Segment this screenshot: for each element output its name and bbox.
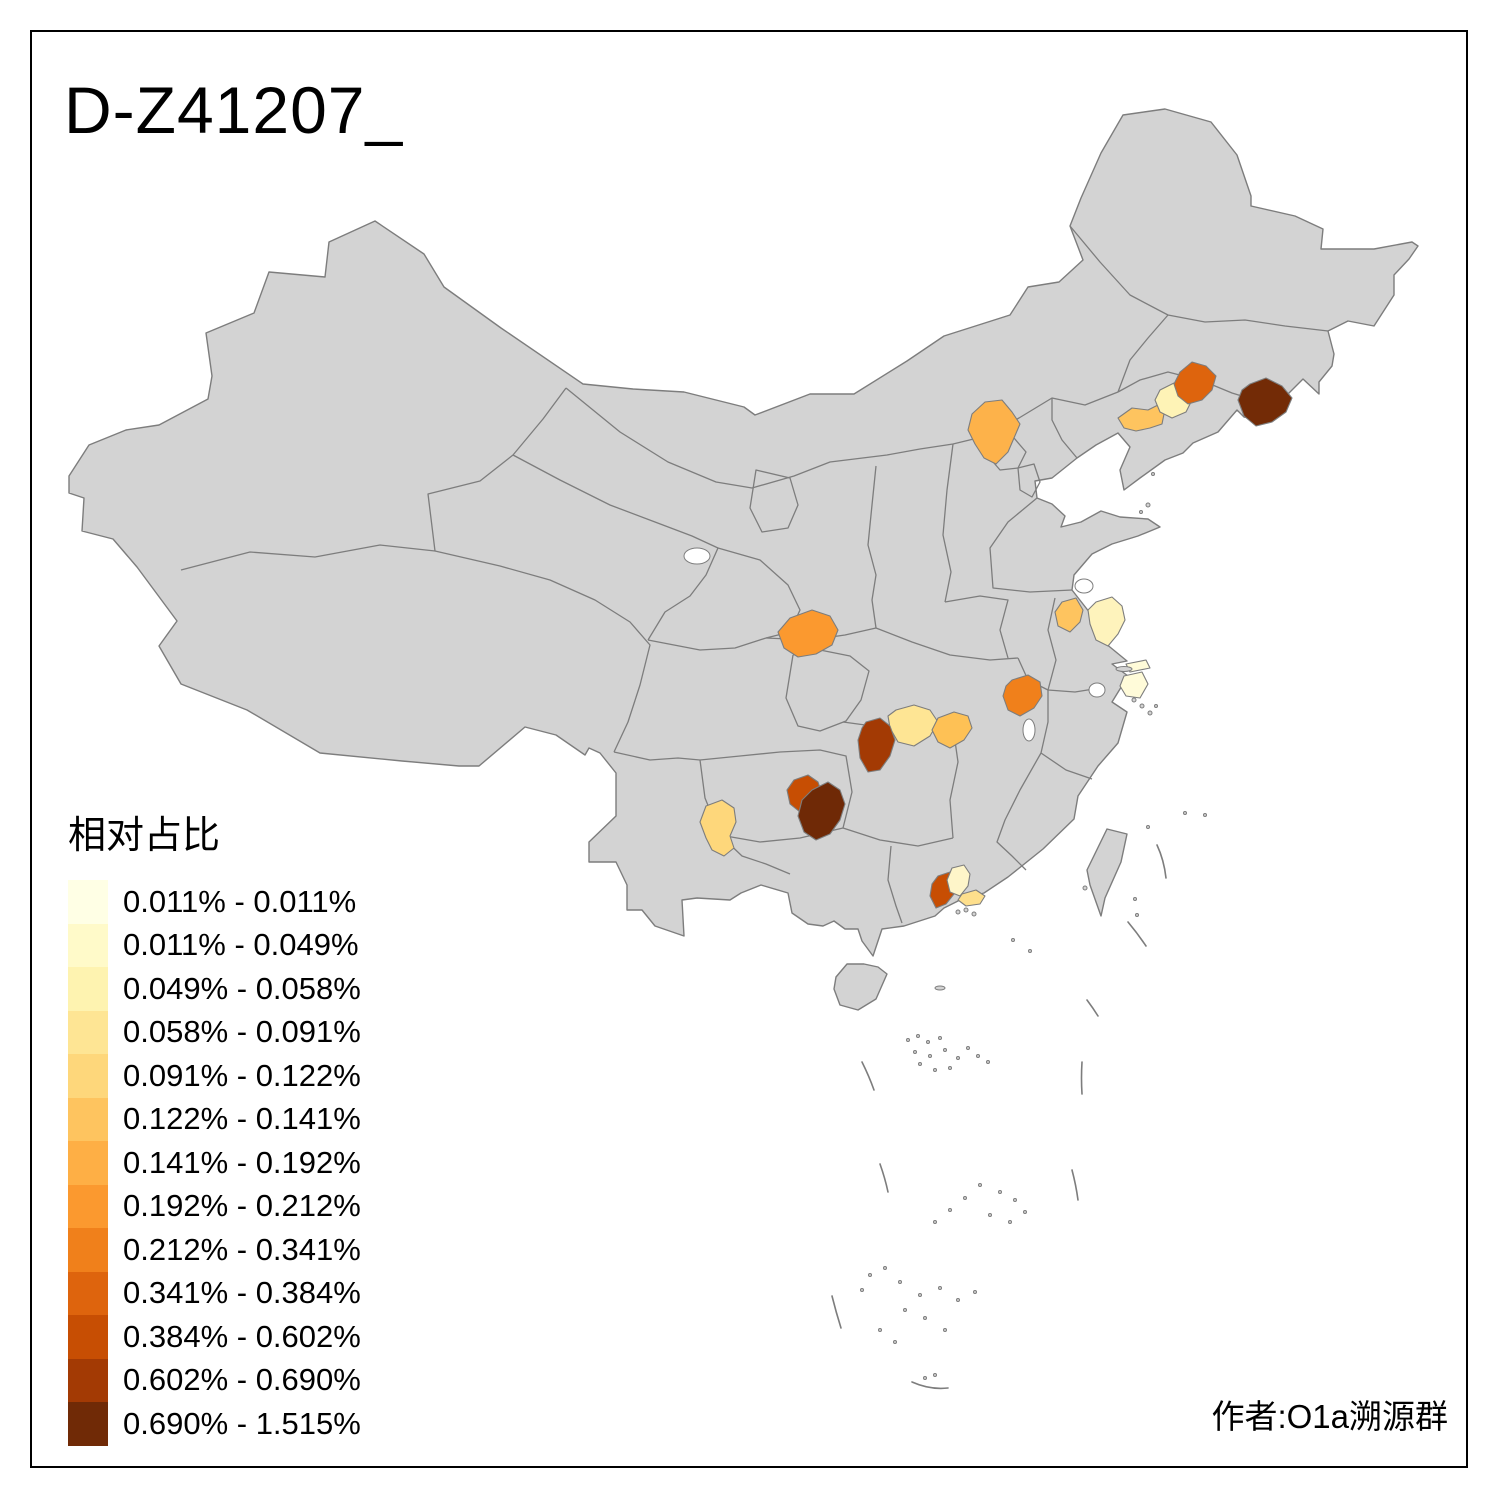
- legend-item: 0.058% - 0.091%: [68, 1010, 361, 1054]
- legend-swatch: [68, 1010, 108, 1054]
- legend-label: 0.602% - 0.690%: [123, 1362, 361, 1398]
- legend-item: 0.341% - 0.384%: [68, 1271, 361, 1315]
- map-region-south-shaanxi: [777, 609, 839, 658]
- legend-swatch: [68, 880, 108, 924]
- island-dots: [860, 472, 1207, 1380]
- legend-swatch: [68, 1271, 108, 1315]
- legend-label: 0.384% - 0.602%: [123, 1318, 361, 1354]
- legend-label: 0.212% - 0.341%: [123, 1231, 361, 1267]
- legend-swatch: [68, 1184, 108, 1228]
- attribution-text: 作者:O1a溯源群: [1211, 1398, 1448, 1435]
- map-region-northeast-hunan: [931, 711, 973, 749]
- map-region-central-yunnan: [699, 799, 737, 857]
- lakes: [683, 547, 1106, 742]
- legend-swatch: [68, 1097, 108, 1141]
- legend-item: 0.192% - 0.212%: [68, 1184, 361, 1228]
- map-region-southeast-guizhou: [797, 781, 846, 841]
- legend-swatch: [68, 1054, 108, 1098]
- sea-dash-lines: [831, 844, 1167, 1390]
- map-region-central-guangdong: [946, 864, 971, 897]
- legend-swatch: [68, 923, 108, 967]
- legend-item: 0.212% - 0.341%: [68, 1228, 361, 1272]
- legend-swatch: [68, 1315, 108, 1359]
- map-region-north-hunan: [887, 704, 939, 747]
- legend-item: 0.011% - 0.049%: [68, 923, 361, 967]
- china-mainland: [68, 108, 1419, 957]
- map-region-central-jiangsu: [1054, 597, 1084, 633]
- legend: 相对占比 0.011% - 0.011% 0.011% - 0.049% 0.0…: [68, 814, 361, 1446]
- legend-swatch: [68, 1228, 108, 1272]
- legend-label: 0.049% - 0.058%: [123, 970, 361, 1006]
- legend-swatch: [68, 967, 108, 1011]
- legend-label: 0.011% - 0.049%: [123, 927, 359, 963]
- legend-item: 0.049% - 0.058%: [68, 967, 361, 1011]
- map-region-pearl-delta: [957, 889, 986, 907]
- map-region-central-jilin: [1173, 361, 1217, 405]
- legend-swatch: [68, 1402, 108, 1446]
- legend-item: 0.011% - 0.011%: [68, 880, 361, 924]
- map-region-north-hebei: [967, 399, 1021, 465]
- legend-label: 0.192% - 0.212%: [123, 1188, 361, 1224]
- map-region-north-liaoning: [1117, 404, 1165, 432]
- hainan-island: [833, 963, 888, 1011]
- legend-label: 0.122% - 0.141%: [123, 1101, 361, 1137]
- legend-item: 0.091% - 0.122%: [68, 1054, 361, 1098]
- map-region-shanghai: [1119, 659, 1151, 699]
- map-region-coastal-jiangsu: [1087, 596, 1126, 647]
- legend-label: 0.091% - 0.122%: [123, 1057, 361, 1093]
- legend-swatch: [68, 1358, 108, 1402]
- legend-label: 0.011% - 0.011%: [123, 883, 357, 919]
- page-title: D-Z41207_: [64, 73, 404, 147]
- province-borders: [180, 225, 1329, 924]
- legend-item: 0.122% - 0.141%: [68, 1097, 361, 1141]
- legend-item: 0.690% - 1.515%: [68, 1402, 361, 1446]
- map-region-south-anhui: [1002, 674, 1043, 717]
- taiwan-island: [1086, 828, 1128, 917]
- legend-label: 0.341% - 0.384%: [123, 1275, 361, 1311]
- choropleth-regions: [699, 361, 1293, 909]
- legend-swatch: [68, 1141, 108, 1185]
- legend-title: 相对占比: [68, 815, 221, 857]
- legend-label: 0.690% - 1.515%: [123, 1405, 361, 1441]
- map-region-west-hunan: [857, 717, 896, 773]
- legend-item: 0.602% - 0.690%: [68, 1358, 361, 1402]
- legend-label: 0.058% - 0.091%: [123, 1014, 361, 1050]
- map-region-east-jilin: [1237, 377, 1293, 427]
- legend-item: 0.141% - 0.192%: [68, 1141, 361, 1185]
- legend-item: 0.384% - 0.602%: [68, 1315, 361, 1359]
- legend-label: 0.141% - 0.192%: [123, 1144, 361, 1180]
